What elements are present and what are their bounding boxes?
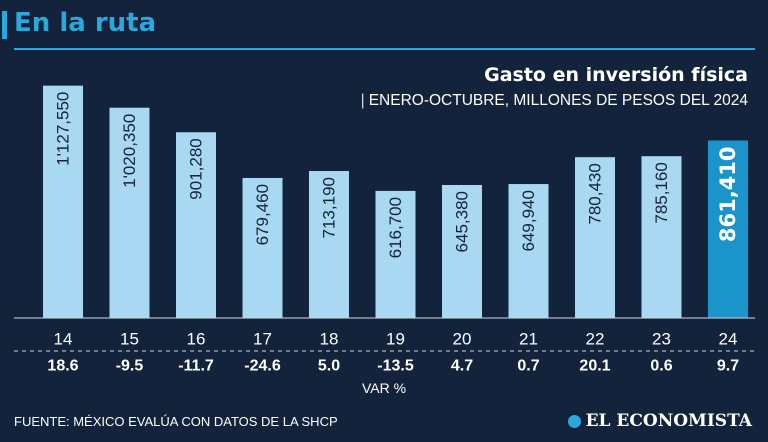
bar-value-label: 1'127,550	[54, 92, 73, 166]
x-tick-label: 22	[586, 330, 605, 349]
header-rule	[14, 48, 755, 50]
header-accent-bar	[2, 11, 7, 39]
bar-18	[309, 171, 349, 318]
logo-text: EL ECONOMISTA	[585, 411, 752, 431]
bar-value-label: 616,700	[386, 197, 405, 258]
bar-value-label: 780,430	[586, 163, 605, 224]
bar-24	[708, 140, 748, 318]
logo-mark-icon	[567, 414, 581, 428]
x-tick-label: 18	[320, 330, 339, 349]
x-tick-label: 15	[120, 330, 139, 349]
x-tick-label: 21	[519, 330, 538, 349]
chart-title: Gasto en inversión física	[484, 64, 748, 86]
x-tick-label: 19	[386, 330, 405, 349]
bar-value-label: 713,190	[320, 177, 339, 238]
bar-value-label: 861,410	[716, 146, 740, 242]
var-pct-label: -11.7	[178, 358, 214, 375]
bar-16	[176, 132, 216, 318]
bar-value-label: 679,460	[253, 184, 272, 245]
var-pct-label: 5.0	[318, 358, 340, 375]
x-tick-label: 17	[253, 330, 272, 349]
publisher-logo: EL ECONOMISTA	[567, 411, 752, 431]
bar-19	[375, 190, 416, 318]
bar-value-label: 785,160	[652, 162, 671, 223]
header-title: En la ruta	[14, 8, 157, 38]
var-pct-label: 0.7	[517, 358, 539, 375]
bar-value-label: 649,940	[519, 190, 538, 251]
bar-21	[508, 184, 549, 318]
chart-subtitle: | ENERO-OCTUBRE, MILLONES DE PESOS DEL 20…	[361, 92, 748, 110]
x-tick-label: 23	[652, 330, 671, 349]
bar-value-label: 645,380	[453, 191, 472, 252]
bar-20	[442, 184, 482, 318]
var-pct-label: 9.7	[717, 358, 739, 375]
bar-22	[575, 157, 615, 318]
var-pct-label: 18.6	[47, 358, 78, 375]
bar-14	[43, 85, 83, 319]
subtitle-separator: |	[360, 92, 365, 109]
var-pct-label: 4.7	[451, 358, 473, 375]
bar-17	[242, 177, 283, 318]
source-note: FUENTE: MÉXICO EVALÚA CON DATOS DE LA SH…	[14, 414, 338, 429]
var-pct-label: 0.6	[650, 358, 672, 375]
bar-15	[109, 107, 150, 318]
var-axis-label: VAR %	[362, 380, 406, 396]
x-tick-label: 20	[453, 330, 472, 349]
bar-23	[641, 156, 682, 318]
x-tick-label: 24	[719, 330, 738, 349]
bar-value-label: 1'020,350	[120, 114, 139, 188]
x-tick-label: 16	[187, 330, 206, 349]
x-tick-label: 14	[54, 330, 73, 349]
var-pct-label: 20.1	[579, 358, 610, 375]
chart-subtitle-text: ENERO-OCTUBRE, MILLONES DE PESOS DEL 202…	[368, 92, 748, 109]
bar-value-label: 901,280	[187, 138, 206, 199]
var-pct-label: -24.6	[244, 358, 281, 375]
var-pct-label: -9.5	[116, 358, 144, 375]
var-pct-label: -13.5	[377, 358, 414, 375]
